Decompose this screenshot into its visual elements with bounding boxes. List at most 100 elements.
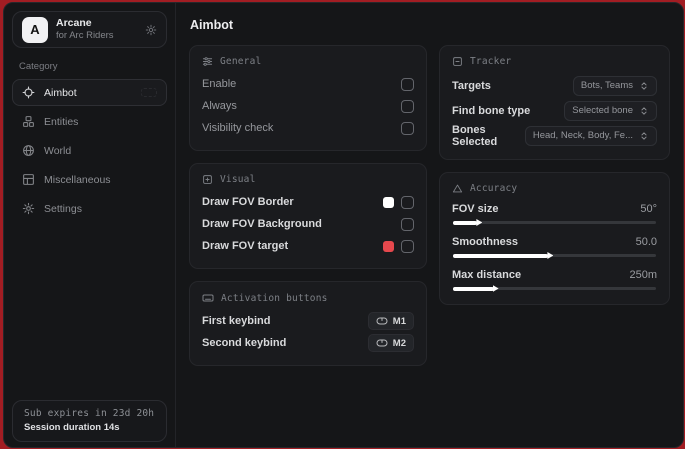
color-swatch[interactable] xyxy=(383,240,394,252)
sidebar-item-aimbot[interactable]: Aimbot xyxy=(12,79,167,106)
bones-selected-dropdown[interactable]: Head, Neck, Body, Fe... xyxy=(524,125,657,146)
accuracy-card: Accuracy FOV size 50° xyxy=(439,172,670,305)
always-row: Always xyxy=(202,95,414,117)
subscription-expires: Sub expires in 23d 20h xyxy=(24,408,155,419)
slider-thumb[interactable] xyxy=(547,252,554,259)
sidebar-menu: Aimbot Entities xyxy=(4,79,175,222)
draw-fov-background-row: Draw FOV Background xyxy=(202,213,414,235)
subscription-card: Sub expires in 23d 20h Session duration … xyxy=(12,400,167,442)
first-keybind-button[interactable]: M1 xyxy=(367,312,414,330)
main-panel: Aimbot General xyxy=(176,3,683,447)
card-title: Accuracy xyxy=(470,183,518,194)
mouse-icon xyxy=(376,338,388,348)
targets-dropdown[interactable]: Bots, Teams xyxy=(572,75,657,96)
sliders-icon xyxy=(202,56,213,67)
gear-icon[interactable] xyxy=(145,24,157,36)
slider-thumb[interactable] xyxy=(476,219,483,226)
first-keybind-row: First keybind M1 xyxy=(202,310,414,332)
globe-icon xyxy=(22,144,35,157)
row-label: Smoothness xyxy=(452,235,519,248)
logo-text: Arcane for Arc Riders xyxy=(56,17,114,41)
app-window: A Arcane for Arc Riders Category xyxy=(3,2,684,448)
row-label: Draw FOV Border xyxy=(202,196,294,208)
slider-value: 50° xyxy=(640,202,657,215)
sidebar-item-label: Miscellaneous xyxy=(44,173,111,186)
gear-icon xyxy=(22,202,35,215)
sidebar-item-settings[interactable]: Settings xyxy=(12,195,167,222)
draw-fov-background-checkbox[interactable] xyxy=(401,217,414,231)
sidebar-item-world[interactable]: World xyxy=(12,137,167,164)
second-keybind-button[interactable]: M2 xyxy=(367,334,414,352)
category-label: Category xyxy=(19,61,58,72)
draw-fov-border-checkbox[interactable] xyxy=(401,195,414,209)
draw-fov-border-row: Draw FOV Border xyxy=(202,191,414,213)
row-label: Always xyxy=(202,100,237,112)
row-label: Targets xyxy=(452,79,491,92)
keybind-value: M2 xyxy=(392,337,406,349)
card-title: General xyxy=(220,56,262,67)
slider-value: 50.0 xyxy=(635,235,657,248)
sidebar-item-label: World xyxy=(44,144,72,157)
visual-card: Visual Draw FOV Border Draw FOV Backgrou… xyxy=(189,163,427,269)
app-subtitle: for Arc Riders xyxy=(56,29,114,41)
row-label: Find bone type xyxy=(452,104,531,117)
app-title: Arcane xyxy=(56,17,92,29)
smoothness-slider[interactable] xyxy=(453,252,656,259)
slider-value: 250m xyxy=(629,268,657,281)
keyboard-icon xyxy=(202,292,214,304)
row-label: Max distance xyxy=(452,268,522,281)
card-title: Tracker xyxy=(470,56,512,67)
mouse-icon xyxy=(376,316,388,326)
app-logo: A xyxy=(22,16,48,43)
crosshair-icon xyxy=(22,86,35,99)
row-label: Second keybind xyxy=(202,337,287,349)
find-bone-type-row: Find bone type Selected bone xyxy=(452,98,657,123)
max-distance-slider[interactable] xyxy=(453,285,656,292)
visibility-check-checkbox[interactable] xyxy=(401,121,414,135)
max-distance-row: Max distance 250m xyxy=(452,266,657,292)
find-bone-type-dropdown[interactable]: Selected bone xyxy=(564,100,657,121)
tracker-card: Tracker Targets Bots, Teams xyxy=(439,45,670,160)
unfold-icon xyxy=(639,106,649,116)
smoothness-row: Smoothness 50.0 xyxy=(452,233,657,259)
slider-thumb[interactable] xyxy=(492,285,499,292)
tracker-icon xyxy=(452,56,463,67)
color-swatch[interactable] xyxy=(383,196,394,208)
enable-checkbox[interactable] xyxy=(401,77,414,91)
enable-row: Enable xyxy=(202,73,414,95)
unfold-icon xyxy=(639,131,649,141)
always-checkbox[interactable] xyxy=(401,99,414,113)
dropdown-value: Bots, Teams xyxy=(580,80,633,91)
second-keybind-row: Second keybind M2 xyxy=(202,332,414,354)
visibility-check-row: Visibility check xyxy=(202,117,414,139)
row-label: FOV size xyxy=(452,202,499,215)
row-label: Draw FOV target xyxy=(202,240,289,252)
targets-row: Targets Bots, Teams xyxy=(452,73,657,98)
fov-size-row: FOV size 50° xyxy=(452,200,657,226)
dropdown-value: Selected bone xyxy=(572,105,633,116)
card-title: Activation buttons xyxy=(221,292,328,304)
layout-grid-icon xyxy=(22,173,35,186)
row-label: First keybind xyxy=(202,315,271,327)
draw-fov-target-checkbox[interactable] xyxy=(401,239,414,253)
page-title: Aimbot xyxy=(190,18,234,32)
sidebar-item-label: Entities xyxy=(44,115,79,128)
sidebar-item-miscellaneous[interactable]: Miscellaneous xyxy=(12,166,167,193)
bones-selected-row: Bones Selected Head, Neck, Body, Fe... xyxy=(452,123,657,148)
logo-card: A Arcane for Arc Riders xyxy=(12,11,167,48)
row-label: Enable xyxy=(202,78,237,90)
activation-card: Activation buttons First keybind M1 xyxy=(189,281,427,366)
keybind-hint-icon xyxy=(141,88,157,97)
entities-icon xyxy=(22,115,35,128)
general-card: General Enable Always Visibility check xyxy=(189,45,427,151)
sidebar-item-label: Aimbot xyxy=(44,86,77,99)
sidebar-item-label: Settings xyxy=(44,202,82,215)
sidebar-item-entities[interactable]: Entities xyxy=(12,108,167,135)
fov-size-slider[interactable] xyxy=(453,219,656,226)
frame-plus-icon xyxy=(202,174,213,185)
unfold-icon xyxy=(639,81,649,91)
draw-fov-target-row: Draw FOV target xyxy=(202,235,414,257)
sidebar: A Arcane for Arc Riders Category xyxy=(4,3,176,447)
dropdown-value: Head, Neck, Body, Fe... xyxy=(532,130,633,141)
row-label: Visibility check xyxy=(202,122,274,134)
